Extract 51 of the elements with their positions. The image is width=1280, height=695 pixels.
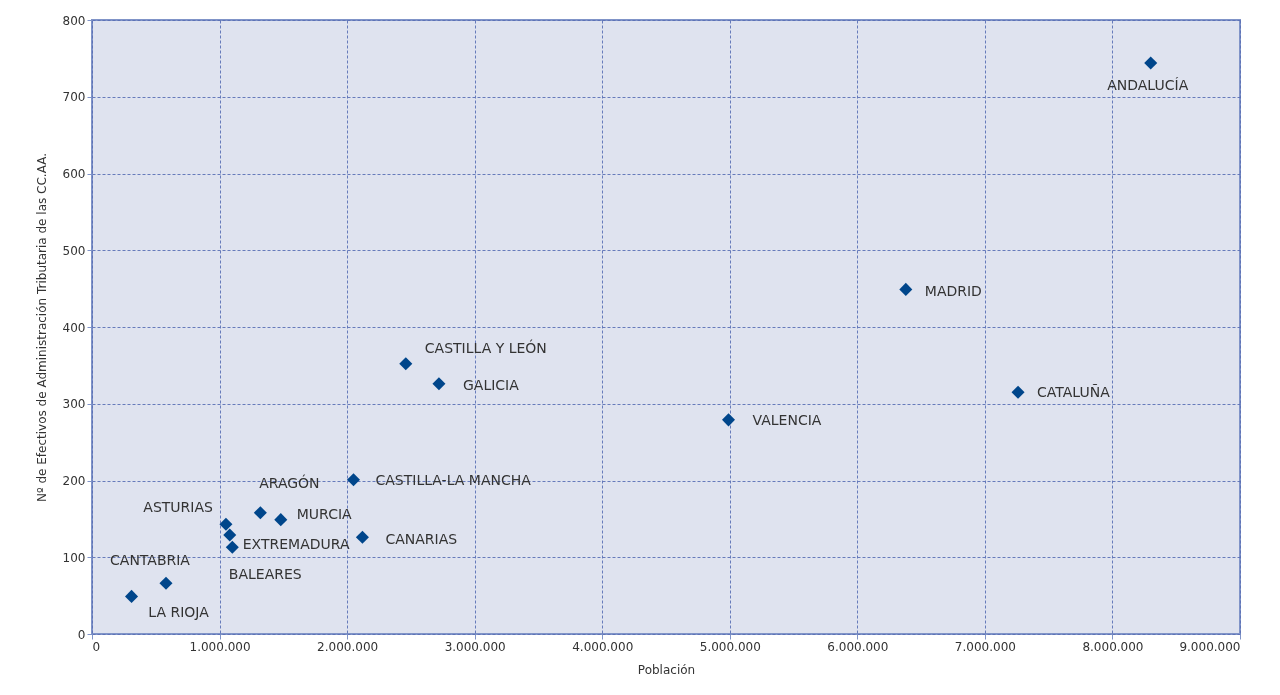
point bbox=[223, 528, 237, 542]
data-label: VALENCIA bbox=[752, 411, 822, 428]
y-tick-label: 100 bbox=[62, 550, 86, 565]
data-label: ARAGÓN bbox=[259, 473, 320, 491]
x-tick-label: 7.000.000 bbox=[954, 639, 1016, 654]
y-tick-label: 500 bbox=[62, 243, 86, 258]
x-tick-label: 5.000.000 bbox=[699, 639, 761, 654]
data-label: GALICIA bbox=[462, 376, 520, 393]
point bbox=[219, 517, 233, 531]
data-label: EXTREMADURA bbox=[242, 535, 350, 552]
point bbox=[1011, 385, 1025, 399]
data-label: CANARIAS bbox=[385, 531, 458, 548]
data-label: LA RIOJA bbox=[148, 604, 210, 621]
point bbox=[253, 506, 267, 520]
x-tick-label: 4.000.000 bbox=[572, 639, 634, 654]
x-tick-label: 6.000.000 bbox=[827, 639, 889, 654]
data-label: CASTILLA-LA MANCHA bbox=[375, 471, 532, 488]
data-label: ANDALUCÍA bbox=[1107, 76, 1189, 93]
x-tick-label: 3.000.000 bbox=[444, 639, 506, 654]
point bbox=[159, 576, 173, 590]
point bbox=[721, 413, 736, 427]
y-tick-label: 0 bbox=[77, 627, 86, 642]
y-tick-label: 600 bbox=[62, 167, 86, 181]
point bbox=[274, 513, 288, 527]
x-tick-label: 2.000.000 bbox=[317, 639, 379, 654]
data-label: CATALUÑA bbox=[1037, 384, 1111, 401]
data-label: CASTILLA Y LEÓN bbox=[424, 338, 547, 356]
x-tick-label: 9.000.000 bbox=[1179, 639, 1241, 654]
y-tick-label: 200 bbox=[62, 474, 86, 488]
y-axis-title: Nº de Efectivos de Administración Tributaria de las CC.AA. bbox=[34, 153, 49, 502]
y-tick-label: 800 bbox=[62, 13, 86, 28]
x-tick-label: 1.000.000 bbox=[189, 639, 251, 654]
x-tick-label: 8.000.000 bbox=[1082, 639, 1144, 654]
point bbox=[899, 282, 913, 296]
y-tick-label: 700 bbox=[62, 90, 86, 105]
point bbox=[225, 540, 239, 554]
x-tick-label: 0 bbox=[92, 639, 101, 654]
y-tick-label: 400 bbox=[62, 320, 86, 335]
y-tick-label: 300 bbox=[62, 397, 86, 412]
data-label: BALEARES bbox=[228, 566, 302, 583]
point bbox=[355, 530, 369, 544]
x-axis-title: Población bbox=[637, 662, 696, 677]
point bbox=[125, 589, 139, 603]
point bbox=[1144, 56, 1158, 70]
data-label: ASTURIAS bbox=[143, 499, 214, 516]
point bbox=[346, 473, 361, 487]
point bbox=[399, 357, 413, 371]
data-label: MURCIA bbox=[296, 505, 353, 522]
data-label: MADRID bbox=[924, 283, 982, 300]
data-label: CANTABRIA bbox=[110, 552, 191, 569]
point bbox=[432, 377, 446, 391]
